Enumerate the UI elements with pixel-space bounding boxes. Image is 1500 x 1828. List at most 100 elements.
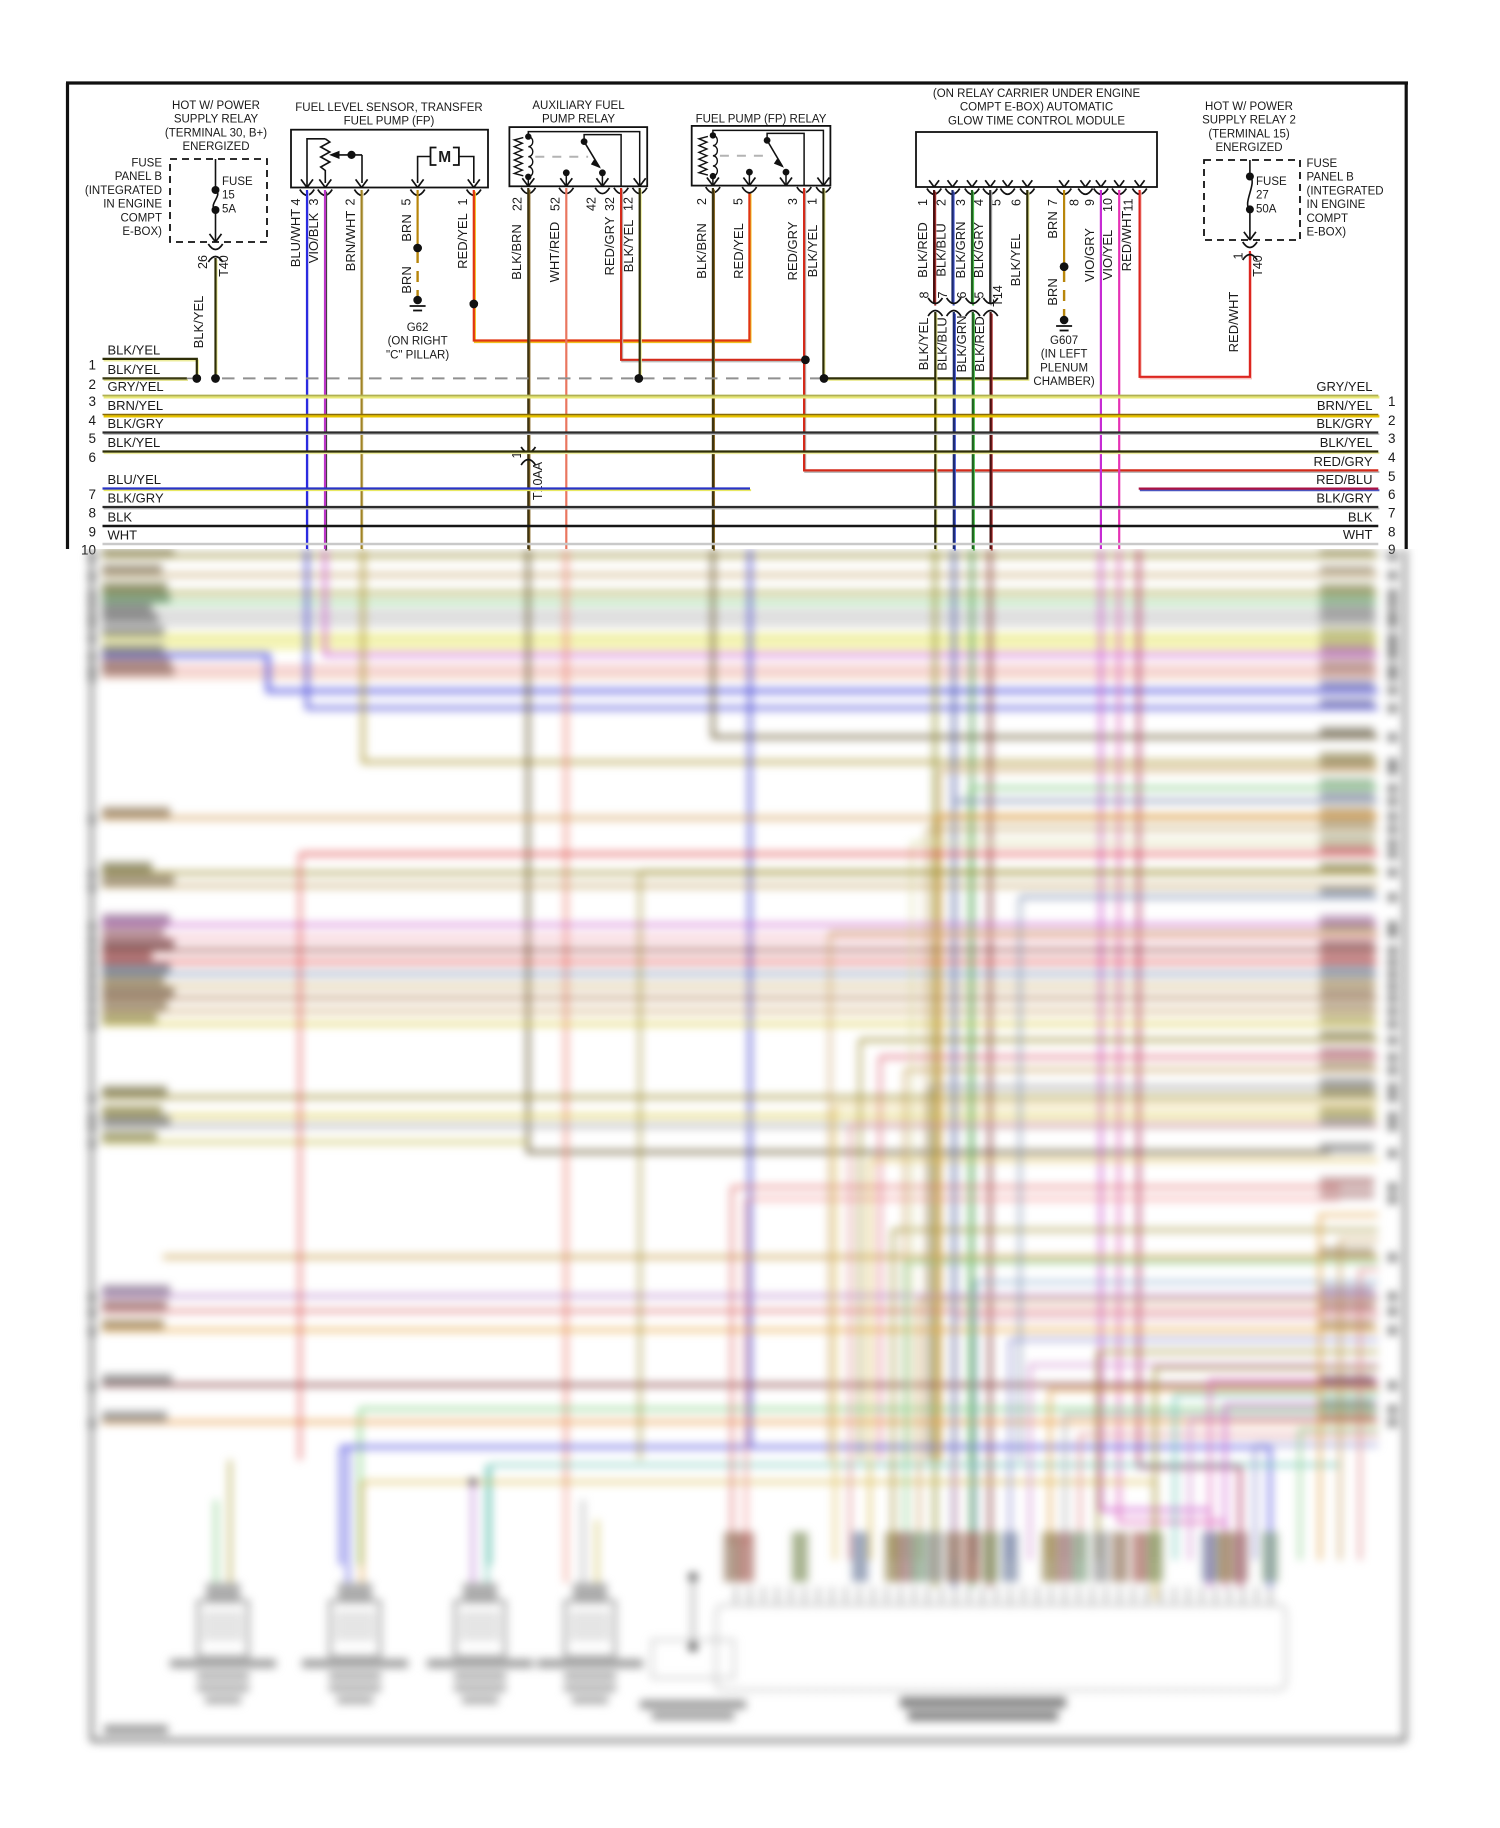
svg-text:2: 2 bbox=[695, 198, 709, 205]
svg-text:52: 52 bbox=[548, 197, 562, 211]
svg-text:VIO/BLK: VIO/BLK bbox=[306, 212, 321, 263]
svg-text:5: 5 bbox=[88, 431, 96, 446]
svg-text:2: 2 bbox=[935, 199, 949, 206]
svg-text:6: 6 bbox=[1009, 199, 1023, 206]
svg-text:50A: 50A bbox=[1256, 203, 1277, 215]
svg-text:T14: T14 bbox=[991, 285, 1005, 307]
svg-text:7: 7 bbox=[88, 487, 96, 502]
svg-text:BLK/BRN: BLK/BRN bbox=[694, 223, 709, 279]
svg-text:(TERMINAL 30, B+): (TERMINAL 30, B+) bbox=[165, 127, 267, 139]
svg-text:BLK/YEL: BLK/YEL bbox=[1008, 234, 1023, 287]
svg-text:5: 5 bbox=[400, 198, 414, 205]
svg-text:(ON RIGHT: (ON RIGHT bbox=[388, 336, 448, 348]
svg-text:PANEL B: PANEL B bbox=[115, 171, 163, 183]
svg-text:PLENUM: PLENUM bbox=[1040, 362, 1088, 374]
svg-text:4: 4 bbox=[289, 198, 303, 205]
svg-text:VIO/GRY: VIO/GRY bbox=[1082, 228, 1097, 282]
svg-text:BLK/YEL: BLK/YEL bbox=[108, 435, 161, 450]
svg-text:BLK/GRY: BLK/GRY bbox=[108, 491, 164, 506]
svg-text:RED/WHT: RED/WHT bbox=[1119, 211, 1134, 272]
svg-text:T40: T40 bbox=[217, 255, 231, 277]
svg-text:BRN/WHT: BRN/WHT bbox=[343, 211, 358, 272]
svg-text:VIO/YEL: VIO/YEL bbox=[1100, 230, 1115, 281]
svg-text:(INTEGRATED: (INTEGRATED bbox=[1307, 185, 1384, 197]
svg-text:BLU/YEL: BLU/YEL bbox=[108, 472, 161, 487]
svg-text:ENERGIZED: ENERGIZED bbox=[182, 141, 249, 153]
svg-text:5: 5 bbox=[731, 198, 745, 205]
svg-text:BRN: BRN bbox=[1045, 211, 1060, 238]
svg-text:SUPPLY RELAY 2: SUPPLY RELAY 2 bbox=[1202, 115, 1296, 127]
svg-text:FUEL PUMP (FP) RELAY: FUEL PUMP (FP) RELAY bbox=[696, 114, 827, 126]
svg-text:BLK/BLU: BLK/BLU bbox=[934, 223, 949, 276]
svg-text:RED/YEL: RED/YEL bbox=[731, 223, 746, 279]
svg-text:2: 2 bbox=[1388, 413, 1396, 428]
svg-text:1: 1 bbox=[456, 198, 470, 205]
svg-text:27: 27 bbox=[1256, 190, 1269, 202]
svg-text:BLK/BLU: BLK/BLU bbox=[935, 317, 950, 370]
svg-text:M: M bbox=[438, 149, 451, 166]
svg-text:4: 4 bbox=[972, 199, 986, 206]
svg-text:(INTEGRATED: (INTEGRATED bbox=[85, 185, 162, 197]
svg-text:AUXILIARY FUEL: AUXILIARY FUEL bbox=[532, 100, 625, 112]
svg-text:BLK/YEL: BLK/YEL bbox=[191, 296, 206, 349]
svg-text:8: 8 bbox=[1388, 525, 1396, 540]
svg-text:ENERGIZED: ENERGIZED bbox=[1215, 142, 1282, 154]
svg-text:4: 4 bbox=[1388, 450, 1396, 465]
svg-text:5: 5 bbox=[990, 199, 1004, 206]
svg-text:BRN/YEL: BRN/YEL bbox=[108, 398, 164, 413]
svg-text:1: 1 bbox=[916, 199, 930, 206]
svg-text:RED/BLU: RED/BLU bbox=[1316, 472, 1372, 487]
svg-text:15: 15 bbox=[222, 190, 235, 202]
svg-text:8: 8 bbox=[88, 506, 96, 521]
svg-text:PANEL B: PANEL B bbox=[1307, 172, 1355, 184]
svg-text:22: 22 bbox=[510, 197, 524, 211]
svg-text:BRN: BRN bbox=[399, 214, 414, 241]
svg-text:BRN: BRN bbox=[399, 266, 414, 293]
svg-text:9: 9 bbox=[1083, 199, 1097, 206]
svg-text:(TERMINAL 15): (TERMINAL 15) bbox=[1208, 128, 1290, 140]
svg-text:G62: G62 bbox=[407, 322, 429, 334]
svg-text:SUPPLY RELAY: SUPPLY RELAY bbox=[174, 114, 259, 126]
svg-text:9: 9 bbox=[1388, 542, 1396, 557]
svg-text:5: 5 bbox=[1388, 469, 1396, 484]
svg-text:32: 32 bbox=[603, 197, 617, 211]
svg-text:G607: G607 bbox=[1050, 335, 1078, 347]
svg-text:COMPT: COMPT bbox=[1307, 213, 1349, 225]
svg-text:11: 11 bbox=[1122, 198, 1136, 211]
svg-text:BLK/GRY: BLK/GRY bbox=[971, 222, 986, 278]
svg-text:1: 1 bbox=[805, 198, 819, 205]
svg-text:3: 3 bbox=[1388, 431, 1396, 446]
svg-text:WHT/RED: WHT/RED bbox=[547, 222, 562, 283]
svg-text:BLK: BLK bbox=[108, 510, 133, 525]
svg-text:1: 1 bbox=[510, 451, 524, 458]
svg-text:BLK/BRN: BLK/BRN bbox=[509, 224, 524, 280]
svg-text:BLK/YEL: BLK/YEL bbox=[916, 318, 931, 371]
svg-text:BLK/GRY: BLK/GRY bbox=[108, 416, 164, 431]
svg-text:BLK/GRN: BLK/GRN bbox=[953, 221, 968, 278]
svg-text:9: 9 bbox=[88, 525, 96, 540]
svg-text:GRY/YEL: GRY/YEL bbox=[1316, 379, 1372, 394]
svg-text:RED/GRY: RED/GRY bbox=[785, 221, 800, 280]
svg-text:BRN/YEL: BRN/YEL bbox=[1317, 398, 1373, 413]
svg-text:7: 7 bbox=[1388, 506, 1396, 521]
svg-text:3: 3 bbox=[954, 199, 968, 206]
svg-text:IN ENGINE: IN ENGINE bbox=[103, 199, 162, 211]
svg-text:T10AA: T10AA bbox=[531, 461, 545, 500]
svg-text:RED/GRY: RED/GRY bbox=[1314, 454, 1373, 469]
svg-text:T40: T40 bbox=[1251, 255, 1265, 277]
svg-text:FUEL LEVEL SENSOR, TRANSFER: FUEL LEVEL SENSOR, TRANSFER bbox=[295, 102, 482, 114]
svg-text:BLK/RED: BLK/RED bbox=[915, 222, 930, 278]
svg-text:12: 12 bbox=[622, 197, 636, 211]
svg-text:3: 3 bbox=[307, 198, 321, 205]
svg-text:IN ENGINE: IN ENGINE bbox=[1307, 199, 1366, 211]
svg-text:FUSE: FUSE bbox=[131, 158, 162, 170]
svg-text:8: 8 bbox=[1067, 199, 1081, 206]
svg-text:1: 1 bbox=[1232, 252, 1246, 259]
svg-text:6: 6 bbox=[1388, 487, 1396, 502]
svg-text:10: 10 bbox=[1101, 198, 1115, 212]
svg-text:7: 7 bbox=[936, 291, 950, 298]
svg-text:BLK/YEL: BLK/YEL bbox=[1320, 435, 1373, 450]
svg-text:FUSE: FUSE bbox=[222, 176, 253, 188]
svg-text:PUMP RELAY: PUMP RELAY bbox=[542, 114, 615, 126]
svg-text:E-BOX): E-BOX) bbox=[1307, 227, 1347, 239]
